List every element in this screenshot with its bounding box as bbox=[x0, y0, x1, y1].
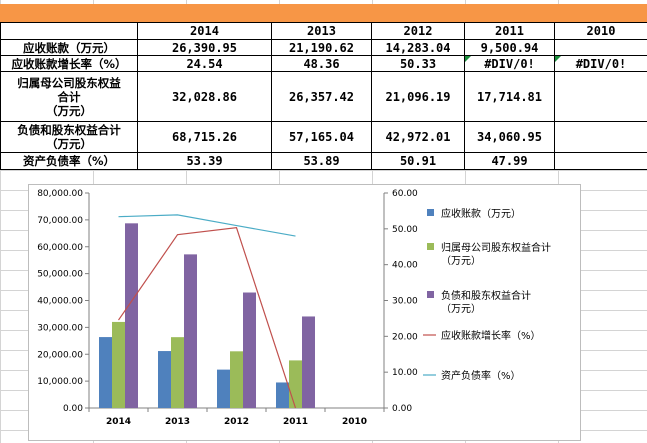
x-axis-category-label: 2011 bbox=[283, 417, 308, 427]
table-cell[interactable] bbox=[554, 121, 647, 153]
left-axis-tick-label: 50,000.00 bbox=[37, 270, 83, 280]
table-cell[interactable]: 57,165.04 bbox=[271, 121, 372, 153]
table-cell[interactable]: 26,357.42 bbox=[271, 71, 372, 122]
error-cell[interactable]: #DIV/0! bbox=[554, 55, 647, 72]
table-cell[interactable] bbox=[0, 22, 138, 40]
label-line: 归属母公司股东权益 bbox=[17, 75, 121, 90]
x-axis-category-label: 2010 bbox=[342, 417, 367, 427]
label-line: （万元） bbox=[46, 103, 92, 118]
left-axis-tick-label: 40,000.00 bbox=[37, 297, 83, 307]
right-axis-tick-label: 20.00 bbox=[392, 332, 418, 342]
label-line: 合计 bbox=[57, 89, 81, 104]
bar bbox=[276, 382, 289, 408]
legend-swatch bbox=[427, 291, 434, 298]
row-label-cell[interactable]: 归属母公司股东权益 合计 （万元） bbox=[0, 71, 138, 122]
error-cell[interactable]: #DIV/0! bbox=[464, 55, 555, 72]
table-cell[interactable]: 24.54 bbox=[137, 55, 272, 72]
left-axis-tick-label: 0.00 bbox=[63, 404, 83, 414]
bar bbox=[217, 369, 230, 408]
table-cell[interactable]: 47.99 bbox=[464, 152, 555, 170]
year-header-cell[interactable]: 2012 bbox=[371, 22, 465, 40]
legend-label: 归属母公司股东权益合计 bbox=[441, 241, 551, 254]
x-axis-category-label: 2014 bbox=[106, 417, 131, 427]
table-cell[interactable] bbox=[554, 71, 647, 122]
table-cell[interactable]: 68,715.26 bbox=[137, 121, 272, 153]
legend-label: 应收账款增长率（%） bbox=[441, 329, 541, 342]
legend-label: （万元） bbox=[441, 303, 481, 315]
table-cell[interactable]: 50.33 bbox=[371, 55, 465, 72]
bar bbox=[158, 351, 171, 408]
chart-svg: 0.00 10,000.00 20,000.00 30,000.00 40,000.00… bbox=[37, 189, 551, 427]
year-header-cell[interactable]: 2011 bbox=[464, 22, 555, 40]
table-cell[interactable]: 53.89 bbox=[271, 152, 372, 170]
label-line: 负债和股东权益合计 bbox=[17, 123, 121, 137]
series-line bbox=[118, 226, 297, 409]
bar bbox=[230, 351, 243, 408]
left-axis-tick-label: 60,000.00 bbox=[37, 243, 83, 253]
left-axis-tick-label: 30,000.00 bbox=[37, 323, 83, 333]
table-row: 资产负债率（%） 53.39 53.89 50.91 47.99 bbox=[0, 152, 647, 170]
year-header-cell[interactable]: 2014 bbox=[137, 22, 272, 40]
table-cell[interactable]: 48.36 bbox=[271, 55, 372, 72]
table-row: 应收账款（万元） 26,390.95 21,190.62 14,283.04 9… bbox=[0, 39, 647, 56]
table-cell[interactable]: 21,096.19 bbox=[371, 71, 465, 122]
bar bbox=[302, 316, 315, 408]
legend-swatch bbox=[427, 243, 434, 250]
table-cell[interactable]: 26,390.95 bbox=[137, 39, 272, 56]
table-row: 归属母公司股东权益 合计 （万元） 32,028.86 26,357.42 21… bbox=[0, 71, 647, 122]
left-axis-tick-label: 70,000.00 bbox=[37, 216, 83, 226]
table-cell[interactable]: 32,028.86 bbox=[137, 71, 272, 122]
table-cell[interactable]: 53.39 bbox=[137, 152, 272, 170]
year-header-cell[interactable]: 2010 bbox=[554, 22, 647, 40]
row-label-cell[interactable]: 资产负债率（%） bbox=[0, 152, 138, 170]
table-cell[interactable] bbox=[554, 39, 647, 56]
bar bbox=[184, 254, 197, 408]
table-cell[interactable]: 14,283.04 bbox=[371, 39, 465, 56]
legend-swatch bbox=[427, 209, 434, 216]
x-axis-category-label: 2012 bbox=[224, 417, 249, 427]
bar bbox=[243, 292, 256, 408]
row-label-cell[interactable]: 应收账款增长率（%） bbox=[0, 55, 138, 72]
left-axis-tick-label: 10,000.00 bbox=[37, 377, 83, 387]
financial-data-table: 2014 2013 2012 2011 2010 应收账款（万元） 26,390… bbox=[0, 22, 647, 170]
left-axis-tick-label: 80,000.00 bbox=[37, 189, 83, 199]
table-cell[interactable]: 42,972.01 bbox=[371, 121, 465, 153]
row-label-cell[interactable]: 负债和股东权益合计 （万元） bbox=[0, 121, 138, 153]
table-cell[interactable]: 34,060.95 bbox=[464, 121, 555, 153]
right-axis-tick-label: 50.00 bbox=[392, 225, 418, 235]
right-axis-tick-label: 10.00 bbox=[392, 368, 418, 378]
bar bbox=[99, 337, 112, 408]
left-axis-tick-label: 20,000.00 bbox=[37, 350, 83, 360]
legend-label: 资产负债率（%） bbox=[441, 369, 521, 382]
right-axis-tick-label: 60.00 bbox=[392, 189, 418, 199]
right-axis-tick-label: 0.00 bbox=[392, 404, 412, 414]
header-banner-row[interactable] bbox=[0, 4, 647, 22]
bar bbox=[112, 321, 125, 408]
right-axis-tick-label: 30.00 bbox=[392, 297, 418, 307]
combo-chart[interactable]: 0.00 10,000.00 20,000.00 30,000.00 40,000.00… bbox=[28, 184, 581, 441]
bar bbox=[289, 360, 302, 408]
row-label-cell[interactable]: 应收账款（万元） bbox=[0, 39, 138, 56]
x-axis-category-label: 2013 bbox=[165, 417, 190, 427]
table-row: 应收账款增长率（%） 24.54 48.36 50.33 #DIV/0! #DI… bbox=[0, 55, 647, 72]
label-line: （万元） bbox=[46, 137, 92, 151]
table-cell[interactable] bbox=[554, 152, 647, 170]
legend-label: （万元） bbox=[441, 255, 481, 267]
table-cell[interactable]: 17,714.81 bbox=[464, 71, 555, 122]
bar bbox=[125, 223, 138, 408]
table-cell[interactable]: 21,190.62 bbox=[271, 39, 372, 56]
table-header-row: 2014 2013 2012 2011 2010 bbox=[0, 22, 647, 40]
table-cell[interactable]: 50.91 bbox=[371, 152, 465, 170]
bar bbox=[171, 337, 184, 408]
series-line bbox=[118, 214, 296, 237]
table-cell[interactable]: 9,500.94 bbox=[464, 39, 555, 56]
right-axis-tick-label: 40.00 bbox=[392, 261, 418, 271]
legend-label: 应收账款（万元） bbox=[441, 207, 521, 220]
year-header-cell[interactable]: 2013 bbox=[271, 22, 372, 40]
legend-label: 负债和股东权益合计 bbox=[441, 289, 531, 302]
table-row: 负债和股东权益合计 （万元） 68,715.26 57,165.04 42,97… bbox=[0, 121, 647, 153]
